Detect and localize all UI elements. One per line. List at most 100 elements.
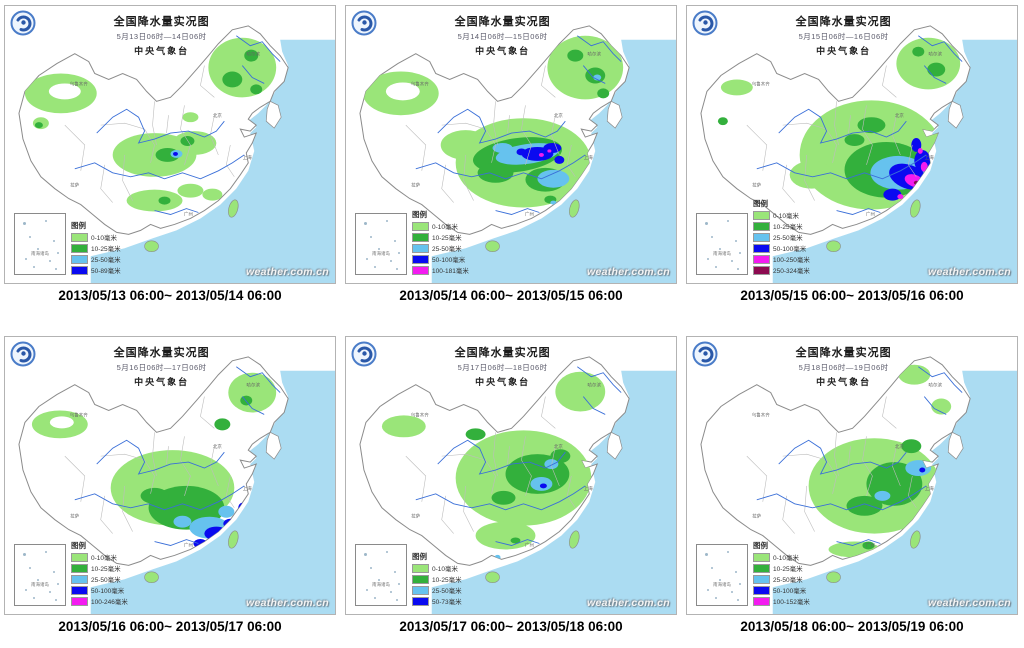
date-caption: 2013/05/13 06:00~ 2013/05/14 06:00 bbox=[58, 288, 282, 303]
legend-row: 25-50毫米 bbox=[71, 574, 128, 584]
legend-swatch bbox=[412, 221, 429, 231]
map-panel-5: 乌鲁木齐 哈尔滨 北京 上海 拉萨 广州 全国降水量实况图 5月17日06时—18日06时… bbox=[345, 336, 677, 615]
city-label: 拉萨 bbox=[411, 182, 420, 189]
city-label: 乌鲁木齐 bbox=[70, 411, 88, 418]
city-label: 上海 bbox=[243, 485, 252, 492]
legend-swatch bbox=[753, 552, 770, 562]
map-panel-4: 乌鲁木齐 哈尔滨 北京 上海 拉萨 广州 全国降水量实况图 5月16日06时—17日06时… bbox=[4, 336, 336, 615]
south-china-sea-inset: 南海诸岛 bbox=[355, 213, 407, 275]
legend-label: 50-73毫米 bbox=[432, 599, 462, 606]
legend-title: 图例 bbox=[753, 541, 768, 550]
south-china-sea-inset: 南海诸岛 bbox=[696, 213, 748, 275]
legend-label: 10-25毫米 bbox=[773, 224, 803, 231]
legend-swatch bbox=[412, 574, 429, 584]
legend-label: 10-25毫米 bbox=[432, 235, 462, 242]
city-label: 广州 bbox=[525, 541, 534, 548]
legend-row: 25-50毫米 bbox=[71, 254, 121, 264]
legend-row: 0-10毫米 bbox=[412, 563, 462, 573]
map-panel-1: 乌鲁木齐 哈尔滨 北京 上海 拉萨 广州 全国降水量实况图 5月13日06时—14日06时… bbox=[4, 5, 336, 284]
legend-row: 0-10毫米 bbox=[753, 552, 810, 562]
legend-label: 100-181毫米 bbox=[432, 268, 469, 275]
legend: 图例 0-10毫米 10-25毫米 25-50毫米 50-100毫米 100-246毫米 bbox=[71, 540, 128, 606]
legend-row: 100-250毫米 bbox=[753, 254, 810, 264]
legend-row: 25-50毫米 bbox=[412, 585, 462, 595]
legend-swatch bbox=[753, 221, 770, 231]
city-label: 上海 bbox=[584, 154, 593, 161]
legend: 图例 0-10毫米 10-25毫米 25-50毫米 50-73毫米 bbox=[412, 551, 462, 606]
south-china-sea-inset: 南海诸岛 bbox=[696, 544, 748, 606]
city-label: 拉萨 bbox=[752, 513, 761, 520]
legend-row: 0-10毫米 bbox=[71, 552, 128, 562]
city-label: 拉萨 bbox=[70, 513, 79, 520]
legend-swatch bbox=[71, 265, 88, 275]
inset-label: 南海诸岛 bbox=[31, 582, 49, 587]
city-label: 乌鲁木齐 bbox=[411, 411, 429, 418]
legend-title: 图例 bbox=[412, 210, 427, 219]
legend-swatch bbox=[71, 596, 88, 606]
city-label: 广州 bbox=[184, 541, 193, 548]
date-caption: 2013/05/18 06:00~ 2013/05/19 06:00 bbox=[740, 619, 964, 634]
map-panel-3: 乌鲁木齐 哈尔滨 北京 上海 拉萨 广州 全国降水量实况图 5月15日06时—16日06时… bbox=[686, 5, 1018, 284]
city-label: 广州 bbox=[866, 541, 875, 548]
map-cell-4: 乌鲁木齐 哈尔滨 北京 上海 拉萨 广州 全国降水量实况图 5月16日06时—17日06时… bbox=[4, 336, 336, 641]
legend-row: 250-324毫米 bbox=[753, 265, 810, 275]
legend-row: 0-10毫米 bbox=[412, 221, 469, 231]
legend-swatch bbox=[412, 254, 429, 264]
legend-row: 0-10毫米 bbox=[753, 210, 810, 220]
legend-swatch bbox=[71, 254, 88, 264]
legend-title: 图例 bbox=[412, 552, 427, 561]
legend-label: 0-10毫米 bbox=[773, 213, 800, 220]
legend-label: 100-250毫米 bbox=[773, 257, 810, 264]
legend-label: 0-10毫米 bbox=[91, 555, 118, 562]
city-label: 上海 bbox=[584, 485, 593, 492]
inset-islands bbox=[697, 545, 747, 605]
city-label: 上海 bbox=[925, 154, 934, 161]
legend-swatch bbox=[753, 585, 770, 595]
legend: 图例 0-10毫米 10-25毫米 25-50毫米 50-100毫米 100-152毫米 bbox=[753, 540, 810, 606]
legend-row: 10-25毫米 bbox=[412, 574, 462, 584]
city-label: 北京 bbox=[554, 112, 563, 119]
legend-label: 25-50毫米 bbox=[773, 235, 803, 242]
legend-swatch bbox=[412, 585, 429, 595]
legend-label: 25-50毫米 bbox=[91, 257, 121, 264]
legend-label: 50-100毫米 bbox=[91, 588, 125, 595]
legend-row: 50-100毫米 bbox=[412, 254, 469, 264]
legend-row: 50-100毫米 bbox=[71, 585, 128, 595]
legend-row: 10-25毫米 bbox=[753, 563, 810, 573]
legend-label: 10-25毫米 bbox=[773, 566, 803, 573]
legend: 图例 0-10毫米 10-25毫米 25-50毫米 50-89毫米 bbox=[71, 220, 121, 275]
legend-swatch bbox=[753, 265, 770, 275]
legend-row: 50-89毫米 bbox=[71, 265, 121, 275]
south-china-sea-inset: 南海诸岛 bbox=[355, 544, 407, 606]
map-cell-1: 乌鲁木齐 哈尔滨 北京 上海 拉萨 广州 全国降水量实况图 5月13日06时—14日06时… bbox=[4, 5, 336, 310]
legend-label: 50-100毫米 bbox=[773, 246, 807, 253]
map-cell-5: 乌鲁木齐 哈尔滨 北京 上海 拉萨 广州 全国降水量实况图 5月17日06时—18日06时… bbox=[345, 336, 677, 641]
inset-label: 南海诸岛 bbox=[713, 251, 731, 256]
city-label: 哈尔滨 bbox=[247, 382, 261, 389]
legend-label: 0-10毫米 bbox=[432, 224, 459, 231]
city-label: 北京 bbox=[213, 443, 222, 450]
city-label: 北京 bbox=[895, 443, 904, 450]
legend-row: 100-181毫米 bbox=[412, 265, 469, 275]
city-label: 哈尔滨 bbox=[929, 382, 943, 389]
watermark: weather.com.cn bbox=[587, 266, 670, 278]
legend-label: 50-100毫米 bbox=[773, 588, 807, 595]
map-panel-2: 乌鲁木齐 哈尔滨 北京 上海 拉萨 广州 全国降水量实况图 5月14日06时—15日06时… bbox=[345, 5, 677, 284]
city-label: 哈尔滨 bbox=[929, 51, 943, 58]
legend-label: 10-25毫米 bbox=[432, 577, 462, 584]
inset-islands bbox=[356, 545, 406, 605]
map-cell-6: 乌鲁木齐 哈尔滨 北京 上海 拉萨 广州 全国降水量实况图 5月18日06时—19日06时… bbox=[686, 336, 1018, 641]
legend-row: 100-152毫米 bbox=[753, 596, 810, 606]
legend-label: 25-50毫米 bbox=[91, 577, 121, 584]
legend-label: 25-50毫米 bbox=[432, 588, 462, 595]
legend-label: 0-10毫米 bbox=[773, 555, 800, 562]
south-china-sea-inset: 南海诸岛 bbox=[14, 213, 66, 275]
date-caption: 2013/05/14 06:00~ 2013/05/15 06:00 bbox=[399, 288, 623, 303]
inset-islands bbox=[356, 214, 406, 274]
legend-label: 50-89毫米 bbox=[91, 268, 121, 275]
